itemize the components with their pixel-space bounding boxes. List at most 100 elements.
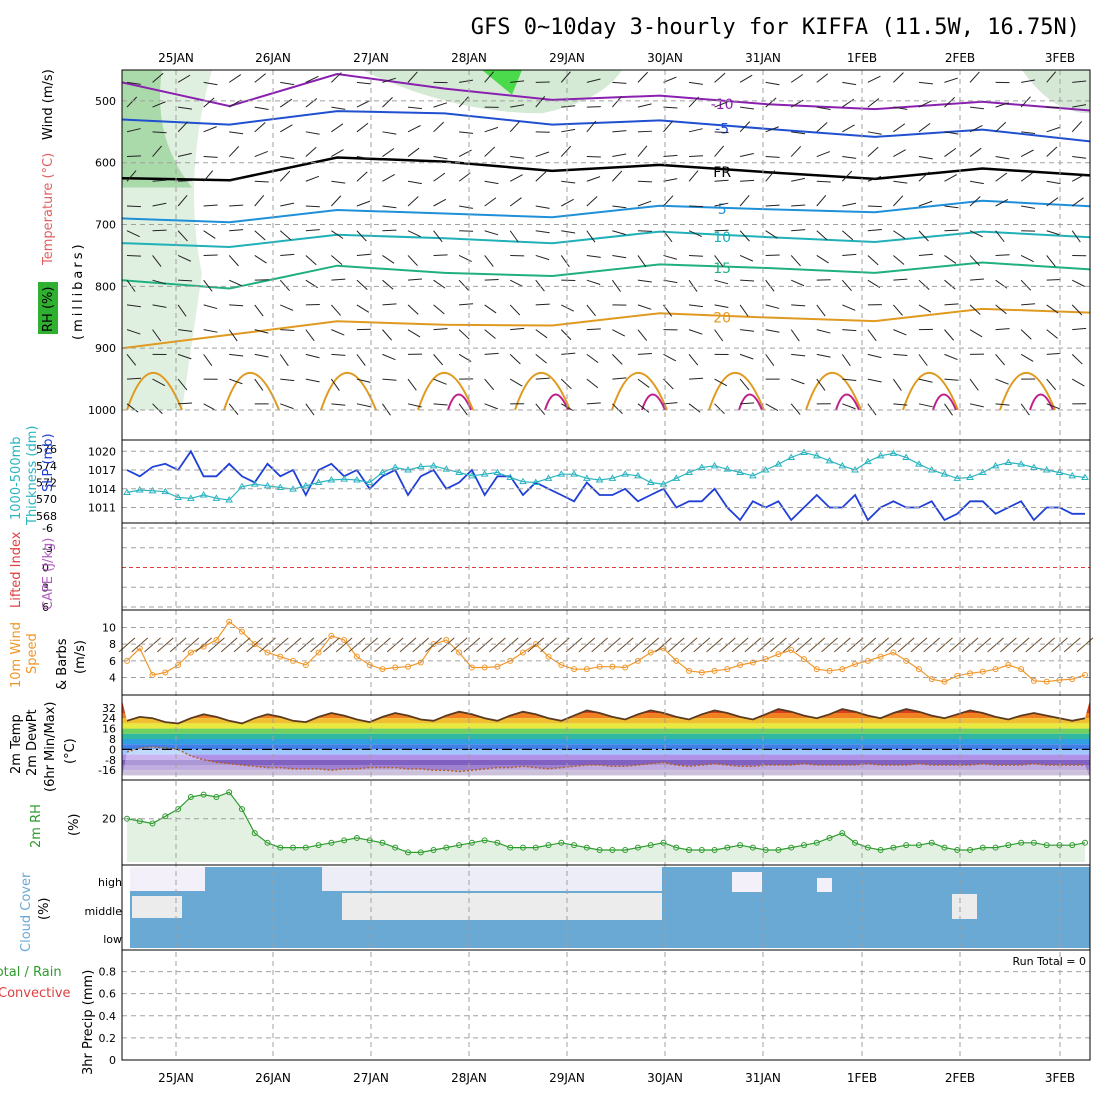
wind-barb bbox=[816, 122, 828, 133]
surface-wind-barb bbox=[310, 637, 327, 653]
wind-barb bbox=[382, 205, 397, 209]
thickness-line-point bbox=[263, 481, 272, 489]
cloud-middle-gap bbox=[952, 894, 977, 919]
surface-wind-barb bbox=[476, 637, 493, 653]
label-slp: SLP (mb) bbox=[41, 433, 56, 492]
wind-barb bbox=[1020, 172, 1033, 182]
wind-barb bbox=[637, 279, 652, 283]
surface-wind-barb bbox=[284, 637, 302, 653]
wind-barb bbox=[816, 106, 831, 110]
surface-wind-barb bbox=[629, 637, 647, 653]
wind-barb bbox=[740, 329, 755, 332]
wind-speed-line-point bbox=[979, 668, 986, 675]
wind-barb bbox=[663, 120, 673, 133]
wind-barb bbox=[586, 353, 599, 364]
isotherm-25-arc bbox=[835, 393, 860, 411]
wind-barb bbox=[765, 403, 779, 412]
wind-barb bbox=[509, 174, 523, 182]
thickness-line-point bbox=[123, 488, 131, 495]
wind-barb bbox=[740, 153, 754, 158]
wind-speed-line-point bbox=[392, 664, 399, 671]
wind-barb bbox=[228, 403, 239, 415]
wind-barb bbox=[433, 102, 448, 108]
wind-barb bbox=[995, 304, 1007, 315]
wind-barb bbox=[152, 145, 163, 157]
temp-color-band bbox=[122, 728, 1090, 734]
wind-barb bbox=[1071, 354, 1083, 365]
wind-barb bbox=[816, 194, 827, 207]
wind-barb bbox=[816, 255, 829, 264]
wind-barb bbox=[458, 96, 469, 108]
wind-barb bbox=[331, 72, 342, 83]
wind-barb bbox=[305, 131, 320, 135]
isotherm-20-arc bbox=[223, 371, 280, 411]
wind-barb bbox=[254, 329, 269, 334]
rh-line-point bbox=[187, 794, 194, 801]
wind-barb bbox=[790, 74, 804, 83]
wind-barb bbox=[177, 304, 187, 317]
wind-barb bbox=[126, 254, 142, 257]
wind-barb bbox=[510, 156, 525, 159]
wind-barb bbox=[867, 279, 881, 288]
wind-barb bbox=[740, 179, 755, 182]
wind-barb bbox=[561, 128, 576, 133]
wind-barb bbox=[407, 255, 418, 267]
upper-tick-label: 600 bbox=[95, 157, 116, 170]
thickness-line-point bbox=[889, 449, 898, 456]
surface-wind-barb bbox=[1012, 637, 1030, 653]
surface-wind-barb bbox=[885, 637, 902, 653]
rh-line-point bbox=[826, 834, 833, 841]
wind-barb bbox=[279, 230, 292, 241]
rh-line-point bbox=[992, 844, 999, 851]
wind-barb bbox=[816, 378, 826, 391]
surface-wind-barb bbox=[348, 637, 366, 653]
wind-barb bbox=[637, 103, 652, 108]
wind-barb bbox=[995, 156, 1010, 160]
wind-barb bbox=[484, 403, 498, 410]
thickness-line-point bbox=[608, 474, 617, 481]
isotherm-20-arc bbox=[611, 371, 668, 411]
wind-barb bbox=[765, 230, 778, 239]
wind-barb bbox=[893, 278, 908, 281]
surface-wind-barb bbox=[655, 637, 672, 653]
wind-speed-line-point bbox=[571, 666, 578, 673]
isotherm-25-arc bbox=[738, 393, 763, 411]
temp-color-band bbox=[122, 759, 1090, 765]
wind-barb bbox=[279, 98, 293, 108]
surface-wind-barb bbox=[450, 637, 468, 653]
wind-speed-line-point bbox=[1018, 666, 1025, 673]
wind-barb bbox=[892, 378, 902, 391]
surface-wind-barb bbox=[386, 637, 404, 653]
wind-barb bbox=[663, 178, 678, 182]
wind-barb bbox=[765, 329, 780, 333]
isotherm-label: -5 bbox=[715, 122, 729, 138]
wind-barb bbox=[689, 254, 704, 257]
wind-barb bbox=[944, 353, 958, 361]
wind-barb bbox=[1020, 353, 1034, 362]
wind-barb bbox=[561, 198, 574, 207]
wind-barb bbox=[586, 106, 601, 108]
wind-barb bbox=[152, 279, 167, 285]
label-cape: CAPE (J/kg) bbox=[41, 538, 56, 610]
thickness-line-point bbox=[774, 460, 783, 467]
wind-barb bbox=[944, 255, 957, 264]
wind-barb bbox=[765, 126, 779, 133]
wind-barb bbox=[203, 156, 218, 158]
surface-wind-barb bbox=[693, 637, 711, 653]
wind-barb bbox=[228, 74, 242, 83]
wind-barb bbox=[816, 73, 829, 83]
wind-barb bbox=[816, 151, 831, 158]
wind-barb bbox=[152, 131, 167, 134]
thickness-line-point bbox=[314, 478, 323, 485]
rh-2m-panel bbox=[124, 789, 1088, 862]
wind-barb bbox=[842, 403, 856, 410]
wind-barb bbox=[1046, 255, 1056, 267]
wind-barb bbox=[1071, 197, 1084, 207]
surface-wind-barb bbox=[591, 637, 608, 653]
wind-barb bbox=[177, 152, 192, 158]
wind-barb bbox=[229, 353, 244, 357]
wind-barb bbox=[586, 230, 596, 243]
wind-barb bbox=[637, 130, 652, 133]
isotherm-25-arc bbox=[544, 393, 569, 411]
wind-barb bbox=[229, 177, 243, 182]
